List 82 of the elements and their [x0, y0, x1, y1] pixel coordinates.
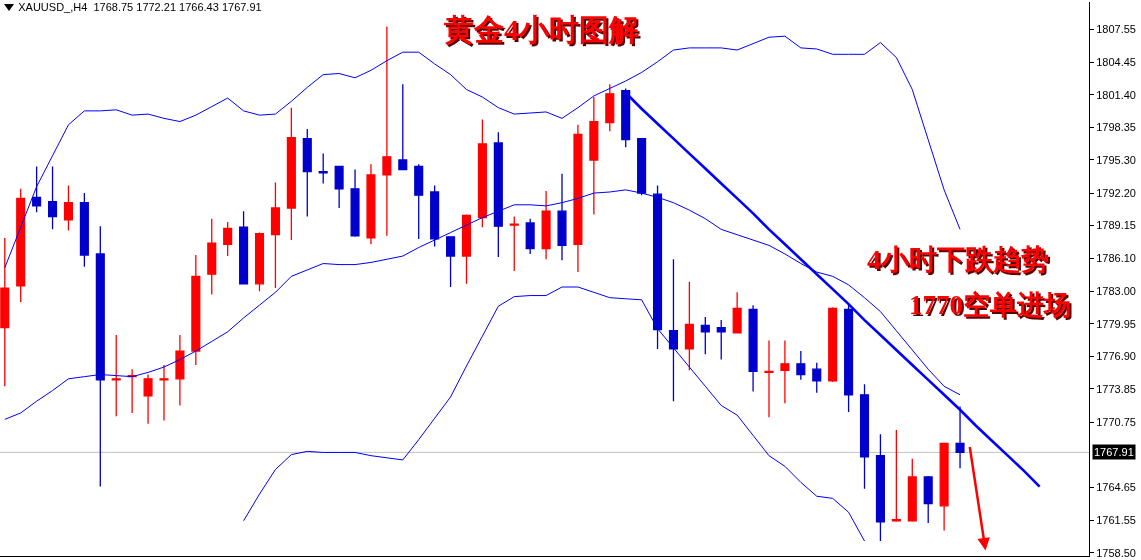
ref-line-label: 1767.91 [1094, 446, 1134, 458]
y-tick-label: 1770.75 [1096, 415, 1136, 428]
candlestick [732, 291, 742, 334]
candlestick [191, 254, 201, 366]
candlestick [430, 184, 440, 248]
candlestick [414, 163, 424, 240]
y-tick-label: 1795.30 [1096, 153, 1136, 166]
y-tick-label: 1779.95 [1096, 317, 1136, 330]
candlestick [748, 304, 758, 393]
candlestick [493, 131, 503, 258]
candlestick [589, 96, 599, 216]
candlestick [907, 458, 917, 523]
line-series [243, 286, 866, 542]
candlestick [939, 442, 949, 532]
candlestick [461, 213, 472, 285]
candlestick [350, 168, 360, 238]
y-tick-label: 1764.65 [1096, 481, 1136, 493]
candlestick [111, 334, 121, 417]
candlestick [159, 364, 169, 422]
candlestick [716, 319, 726, 361]
candlestick [207, 218, 217, 296]
candlestick [668, 258, 679, 402]
candlestick [477, 118, 487, 228]
candlestick [637, 137, 647, 196]
y-tick-label: 1804.45 [1096, 56, 1136, 69]
candlestick [239, 210, 249, 285]
candlestick [143, 373, 153, 425]
y-tick-label: 1776.90 [1096, 350, 1136, 363]
candlestick [286, 107, 296, 241]
candlestick [63, 184, 74, 232]
candlestick [32, 165, 42, 213]
candlestick [382, 25, 392, 237]
candlestick [525, 218, 535, 255]
candlestick [955, 405, 965, 469]
y-tick-label: 1786.10 [1096, 252, 1136, 265]
candlestick [828, 306, 838, 383]
candlestick [127, 368, 137, 414]
candlestick [270, 181, 280, 289]
y-tick-label: 1789.15 [1096, 219, 1136, 232]
candlestick [573, 124, 583, 273]
candlestick [509, 215, 519, 272]
candlestick [923, 475, 933, 524]
candlestick [875, 433, 885, 542]
candlestick [334, 165, 344, 209]
y-tick-label: 1807.55 [1096, 23, 1136, 36]
candlestick [605, 83, 615, 132]
candlestick [684, 281, 694, 371]
y-tick-label: 1798.35 [1096, 121, 1136, 134]
candlestick [812, 362, 822, 394]
candlestick [16, 188, 26, 303]
chart-title: XAUUSD_,H4 1768.75 1772.21 1766.43 1767.91 [18, 0, 262, 13]
y-tick-label: 1783.00 [1096, 285, 1136, 298]
candlestick [621, 87, 631, 148]
candlestick [700, 316, 710, 355]
candlestick [95, 225, 105, 488]
candlestick [859, 383, 870, 490]
candlestick [47, 165, 58, 231]
candlestick [366, 163, 376, 245]
candlestick [79, 192, 89, 268]
candlestick [652, 184, 663, 350]
candlestick [398, 83, 408, 171]
candlestick [446, 236, 456, 288]
candlestick [541, 190, 551, 260]
candlestick [557, 173, 567, 261]
annotation: 1770空单进场 [909, 290, 1071, 320]
candlestick [318, 152, 328, 185]
annotation: 4小时下跌趋势 [867, 244, 1049, 275]
candlestick [796, 350, 806, 381]
y-tick-label: 1792.20 [1096, 186, 1136, 199]
candlestick [891, 429, 901, 523]
candlestick [302, 128, 312, 218]
candlestick [254, 231, 265, 292]
candlestick [223, 221, 233, 257]
candlestick [764, 339, 774, 418]
y-tick-label: 1801.40 [1096, 88, 1136, 101]
y-tick-label: 1773.85 [1096, 382, 1136, 395]
y-tick-label: 1761.55 [1096, 514, 1136, 527]
candlestick [0, 237, 10, 387]
annotation: 黄金4小时图解 [444, 13, 639, 46]
candlestick [175, 334, 185, 407]
y-tick-label: 1758.50 [1096, 546, 1136, 559]
candlestick [780, 339, 790, 405]
